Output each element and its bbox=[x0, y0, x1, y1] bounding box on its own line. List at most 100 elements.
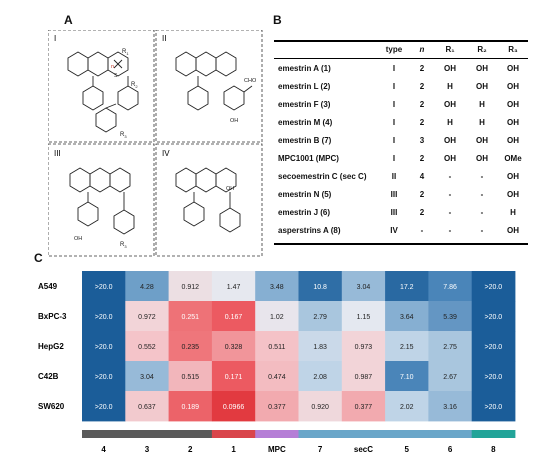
heatmap-value-label: 0.167 bbox=[225, 314, 243, 321]
structure-box-1 bbox=[48, 30, 155, 143]
row-label: HepG2 bbox=[38, 342, 64, 351]
category-bar-segment bbox=[255, 430, 299, 438]
table-cell-r3: OH bbox=[507, 226, 519, 235]
structure-i bbox=[67, 51, 139, 133]
heatmap-value-label: 3.16 bbox=[443, 404, 457, 411]
heatmap-cell bbox=[255, 271, 299, 302]
cytotoxicity-heatmap: A549 BxPC-3 HepG2 C42B SW620 >20.0 4.28 0.912 1… bbox=[38, 271, 516, 454]
structure-box-3 bbox=[48, 143, 155, 257]
table-cell-r1: H bbox=[447, 82, 453, 91]
table-row: emestrin N (5) III 2 - - OH bbox=[274, 190, 528, 202]
heatmap-cell bbox=[298, 301, 343, 332]
structure-box-frames bbox=[48, 30, 263, 257]
table-cell-name: secoemestrin C (sec C) bbox=[278, 172, 367, 181]
table-cell-type: I bbox=[392, 136, 396, 145]
heatmap-value-label: 2.15 bbox=[400, 344, 414, 351]
table-cell-r1: OH bbox=[444, 64, 456, 73]
column-label: 7 bbox=[318, 445, 323, 454]
heatmap-value-label: 0.973 bbox=[355, 344, 373, 351]
heatmap-cell bbox=[82, 391, 126, 422]
category-bar-segment bbox=[211, 430, 256, 438]
r2-label: R2 bbox=[131, 82, 138, 89]
table-cell-type: III bbox=[390, 208, 398, 217]
heatmap-cell bbox=[125, 331, 169, 362]
structure-iv bbox=[175, 167, 241, 233]
heatmap-cell bbox=[125, 361, 169, 392]
structure-iii bbox=[69, 167, 135, 235]
box-label-i: I bbox=[54, 34, 56, 43]
table-cell-n: 2 bbox=[419, 82, 425, 91]
heatmap-row-labels: A549 BxPC-3 HepG2 C42B SW620 bbox=[38, 282, 67, 411]
row-label: C42B bbox=[38, 372, 59, 381]
row-label: A549 bbox=[38, 282, 58, 291]
s-label: S bbox=[114, 73, 118, 79]
column-label: 4 bbox=[101, 445, 106, 454]
heatmap-cell bbox=[211, 271, 256, 302]
heatmap-cell bbox=[341, 361, 386, 392]
category-bar-segment bbox=[428, 430, 473, 438]
heatmap-value-label: >20.0 bbox=[95, 344, 113, 351]
table-cell-type: I bbox=[392, 118, 396, 127]
heatmap-value-label: 0.637 bbox=[138, 404, 156, 411]
heatmap-cell bbox=[471, 301, 516, 332]
oh-label-iii: OH bbox=[74, 236, 82, 242]
structure-ii bbox=[175, 51, 253, 111]
heatmap-cell bbox=[428, 301, 473, 332]
heatmap-value-label: 0.912 bbox=[181, 284, 199, 291]
heatmap-value-label: 0.235 bbox=[181, 344, 199, 351]
table-cell-r2: OH bbox=[476, 82, 488, 91]
table-cell-name: emestrin A (1) bbox=[278, 64, 331, 73]
heatmap-value-label: >20.0 bbox=[95, 404, 113, 411]
table-cell-r3: OH bbox=[507, 82, 519, 91]
heatmap-value-label: 0.511 bbox=[268, 344, 285, 351]
heatmap-cell bbox=[211, 331, 256, 362]
header-type: type bbox=[385, 45, 403, 54]
table-cell-name: emestrin N (5) bbox=[278, 190, 332, 199]
table-row: emestrin M (4) I 2 H H OH bbox=[274, 118, 528, 130]
table-top-rule bbox=[274, 40, 528, 42]
category-bar-segment bbox=[341, 430, 386, 438]
heatmap-cell bbox=[385, 331, 429, 362]
table-cell-type: IV bbox=[390, 226, 398, 235]
table-cell-r3: OH bbox=[507, 172, 519, 181]
heatmap-value-label: 3.48 bbox=[270, 284, 284, 291]
table-cell-r3: H bbox=[510, 208, 516, 217]
table-cell-r1: H bbox=[447, 118, 453, 127]
table-cell-r3: OH bbox=[507, 136, 519, 145]
heatmap-value-label: 0.0966 bbox=[223, 404, 245, 411]
table-cell-name: MPC1001 (MPC) bbox=[278, 154, 339, 163]
heatmap-cell bbox=[125, 391, 169, 422]
heatmap-cell bbox=[82, 301, 126, 332]
structure-box-4 bbox=[155, 143, 263, 257]
heatmap-cell bbox=[471, 271, 516, 302]
table-cell-r2: - bbox=[480, 172, 484, 181]
heatmap-value-label: 17.2 bbox=[400, 284, 414, 291]
heatmap-cell bbox=[298, 361, 343, 392]
table-cell-name: emestrin J (6) bbox=[278, 208, 331, 217]
heatmap-value-label: 2.02 bbox=[400, 404, 414, 411]
heatmap-cell bbox=[385, 271, 429, 302]
category-bar-segment bbox=[471, 430, 516, 438]
table-row: secoemestrin C (sec C) II 4 - - OH bbox=[274, 172, 528, 184]
table-header-rule bbox=[274, 58, 528, 59]
table-row: emestrin J (6) III 2 - - H bbox=[274, 208, 528, 220]
heatmap-value-label: >20.0 bbox=[484, 344, 502, 351]
heatmap-cell bbox=[341, 271, 386, 302]
heatmap-cell bbox=[255, 361, 299, 392]
structure-box-2 bbox=[155, 30, 263, 143]
heatmap-value-label: 0.987 bbox=[355, 374, 373, 381]
heatmap-value-label: 0.251 bbox=[181, 314, 199, 321]
table-cell-r3: OMe bbox=[504, 154, 522, 163]
heatmap-value-label: 0.474 bbox=[268, 374, 286, 381]
heatmap-value-label: 0.515 bbox=[181, 374, 199, 381]
heatmap-value-label: 2.67 bbox=[443, 374, 457, 381]
table-cell-r2: OH bbox=[476, 64, 488, 73]
heatmap-cell bbox=[428, 271, 473, 302]
heatmap-cell bbox=[168, 301, 213, 332]
column-label: 2 bbox=[188, 445, 193, 454]
heatmap-cell bbox=[298, 331, 343, 362]
table-cell-r2: - bbox=[480, 208, 484, 217]
table-cell-r1: OH bbox=[444, 100, 456, 109]
heatmap-value-label: 2.08 bbox=[313, 374, 327, 381]
table-cell-r3: OH bbox=[507, 118, 519, 127]
